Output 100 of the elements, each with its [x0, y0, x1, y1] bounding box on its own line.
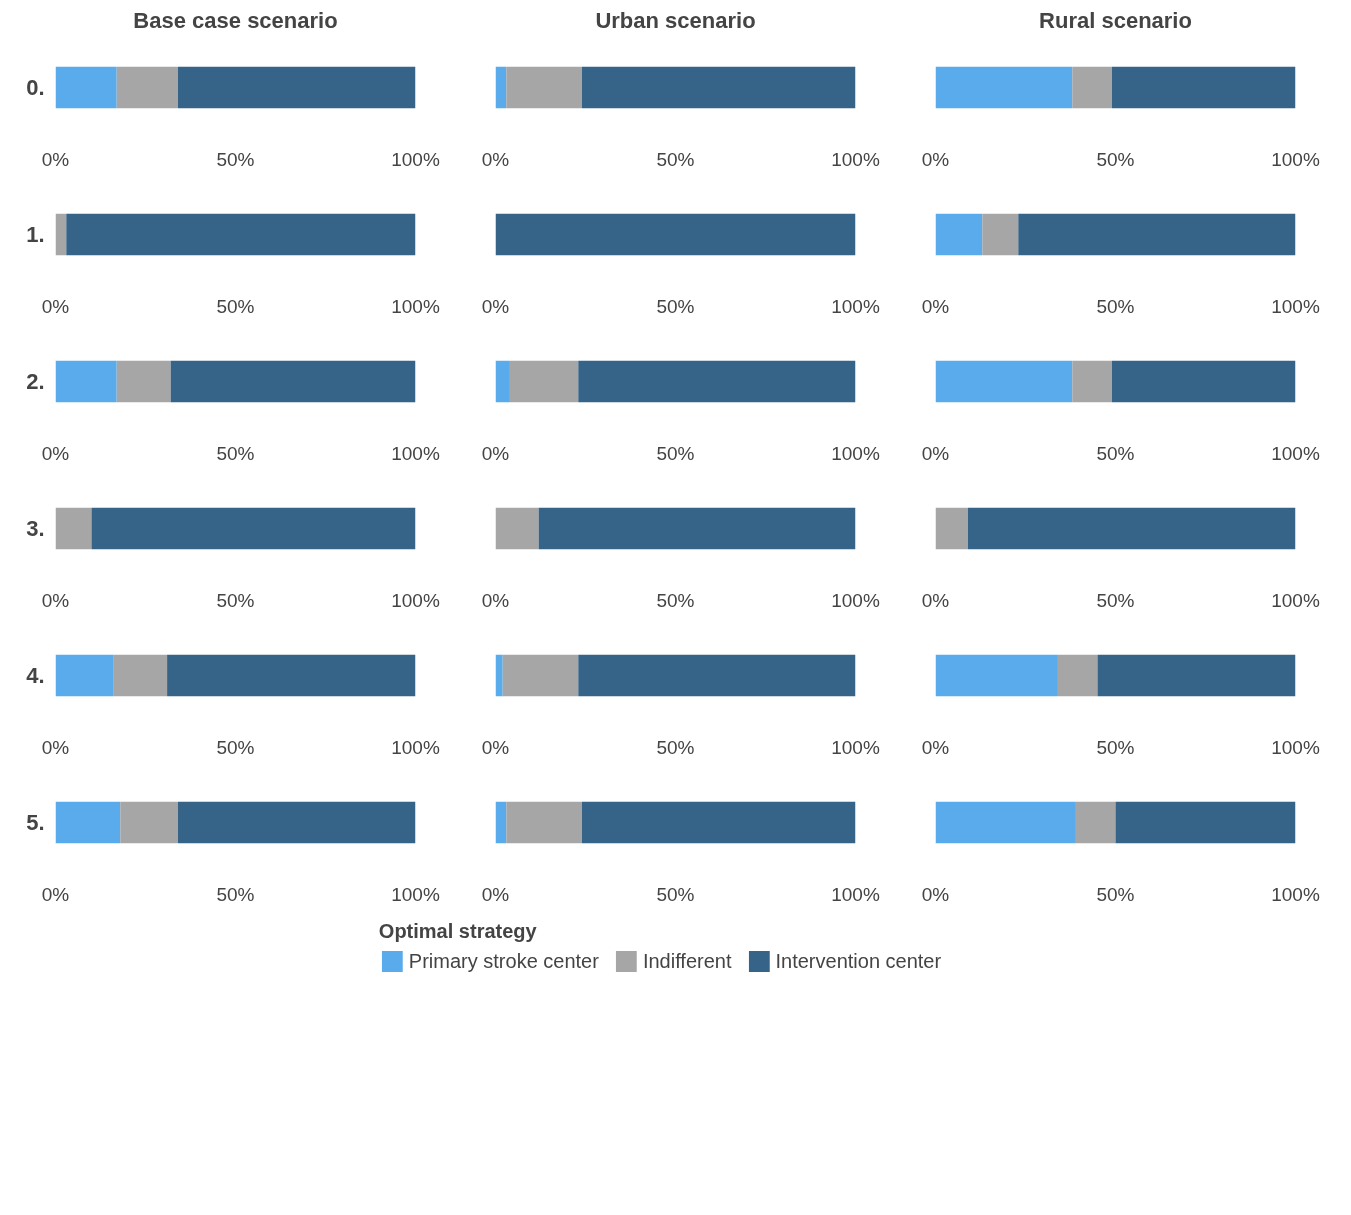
text: 50%	[656, 442, 695, 464]
text: 50%	[1096, 736, 1135, 758]
y-tick-label: 4.	[26, 663, 45, 688]
bar	[581, 66, 856, 109]
text: 100%	[831, 589, 880, 611]
bar	[55, 360, 117, 403]
bar	[495, 66, 507, 109]
bar	[170, 360, 416, 403]
text: 0%	[41, 442, 70, 464]
bar	[55, 66, 117, 109]
x-tick-label: 50%	[656, 883, 695, 905]
bar	[1072, 360, 1112, 403]
text: 100%	[391, 736, 440, 758]
x-tick-label: 100%	[1271, 883, 1320, 905]
text: 50%	[1096, 148, 1135, 170]
bar	[1075, 801, 1116, 844]
bar	[982, 213, 1019, 256]
chart-title: Rural scenario	[1039, 7, 1192, 33]
text: 100%	[831, 148, 880, 170]
bar	[581, 801, 856, 844]
x-tick-label: 100%	[831, 883, 880, 905]
text: 100%	[391, 589, 440, 611]
bar	[935, 213, 983, 256]
text: 100%	[391, 295, 440, 317]
y-tick-label: 2.	[26, 369, 45, 394]
bar	[120, 801, 178, 844]
text: 0%	[41, 736, 70, 758]
text: 100%	[831, 295, 880, 317]
text: 50%	[216, 589, 255, 611]
text: 100%	[1271, 148, 1320, 170]
text: 0%	[921, 295, 950, 317]
bar	[935, 654, 1058, 697]
text: 50%	[1096, 295, 1135, 317]
bar	[935, 360, 1073, 403]
text: 0%	[481, 589, 510, 611]
text: 0%	[921, 442, 950, 464]
bar	[55, 507, 92, 550]
text: 0%	[41, 589, 70, 611]
text: 100%	[1271, 736, 1320, 758]
bar	[1057, 654, 1098, 697]
bar	[1111, 360, 1296, 403]
text: 100%	[1271, 442, 1320, 464]
bar	[177, 801, 416, 844]
bar	[495, 507, 539, 550]
bar	[55, 801, 121, 844]
legend-label: Primary stroke center	[408, 949, 599, 973]
legend-label: Intervention center	[775, 949, 942, 973]
bar	[495, 654, 503, 697]
bar	[55, 213, 67, 256]
x-tick-label: 0%	[921, 883, 950, 905]
legend-title: Optimal strategy	[378, 920, 538, 943]
bar	[177, 66, 416, 109]
x-tick-label: 0%	[41, 883, 70, 905]
text: 100%	[1271, 589, 1320, 611]
text: 50%	[216, 295, 255, 317]
bar	[935, 507, 968, 550]
text: 100%	[831, 736, 880, 758]
bar	[116, 66, 178, 109]
bar	[506, 66, 582, 109]
text: 100%	[831, 442, 880, 464]
bar	[506, 801, 582, 844]
x-tick-label: 50%	[216, 883, 255, 905]
text: 50%	[656, 295, 695, 317]
x-tick-label: 0%	[481, 883, 510, 905]
y-tick-label: 5.	[26, 810, 45, 835]
bar	[495, 360, 510, 403]
text: 100%	[1271, 295, 1320, 317]
y-tick-label: 0.	[26, 75, 45, 100]
bar	[167, 654, 416, 697]
bar	[1115, 801, 1296, 844]
text: 0%	[41, 148, 70, 170]
x-tick-label: 100%	[391, 883, 440, 905]
legend-label: Indifferent	[642, 949, 732, 973]
y-tick-label: 1.	[26, 222, 45, 247]
bar	[495, 801, 507, 844]
text: 0%	[921, 589, 950, 611]
text: 0%	[481, 148, 510, 170]
chart-title: Urban scenario	[595, 7, 756, 33]
bar	[55, 654, 114, 697]
bar	[1097, 654, 1296, 697]
text: 50%	[216, 442, 255, 464]
text: 100%	[391, 148, 440, 170]
bar	[1111, 66, 1296, 109]
bar	[116, 360, 171, 403]
bar	[509, 360, 579, 403]
text: 50%	[1096, 589, 1135, 611]
text: 50%	[656, 589, 695, 611]
bar	[1072, 66, 1112, 109]
text: 50%	[216, 148, 255, 170]
bar	[502, 654, 579, 697]
text: 50%	[656, 148, 695, 170]
text: 100%	[391, 442, 440, 464]
text: 0%	[921, 736, 950, 758]
y-tick-label: 3.	[26, 516, 45, 541]
text: 0%	[481, 442, 510, 464]
text: 0%	[481, 736, 510, 758]
text: 50%	[656, 736, 695, 758]
x-tick-label: 50%	[1096, 883, 1135, 905]
bar	[935, 801, 1076, 844]
text: 0%	[481, 295, 510, 317]
